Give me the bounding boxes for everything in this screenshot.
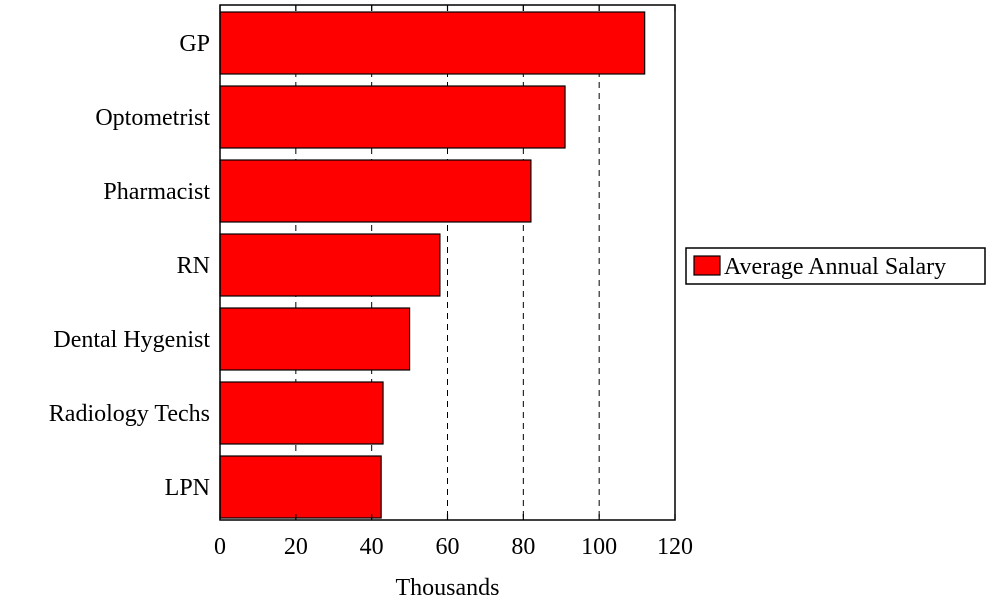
bar-pharmacist (219, 159, 532, 223)
category-label: Pharmacist (103, 179, 210, 205)
x-tick-label: 40 (360, 534, 384, 560)
category-label: Radiology Techs (49, 401, 210, 427)
bar-radiology-techs (219, 381, 384, 445)
category-label: GP (179, 31, 210, 57)
legend-label: Average Annual Salary (724, 254, 946, 280)
legend-box (685, 247, 986, 285)
x-tick-label: 120 (657, 534, 693, 560)
x-tick-label: 0 (214, 534, 226, 560)
x-tick-label: 20 (284, 534, 308, 560)
ticks (219, 5, 676, 520)
category-label: RN (177, 253, 210, 279)
x-tick-label: 60 (436, 534, 460, 560)
x-tick-labels: 0 20 40 60 80 100 120 (214, 534, 693, 560)
bar-optometrist (219, 85, 566, 149)
legend-swatch (693, 255, 721, 276)
bar-dental-hygenist (219, 307, 411, 371)
bar-gp (219, 11, 646, 75)
category-labels: GP Optometrist Pharmacist RN Dental Hygenist… (49, 31, 211, 501)
bar-rn (219, 233, 441, 297)
category-label: LPN (165, 475, 210, 501)
bars (219, 11, 646, 519)
x-tick-label: 100 (581, 534, 617, 560)
bar-lpn (219, 455, 382, 519)
category-label: Dental Hygenist (53, 327, 210, 353)
x-axis-title: Thousands (396, 575, 500, 601)
x-tick-label: 80 (511, 534, 535, 560)
legend: Average Annual Salary (685, 247, 986, 285)
category-label: Optometrist (95, 105, 210, 131)
